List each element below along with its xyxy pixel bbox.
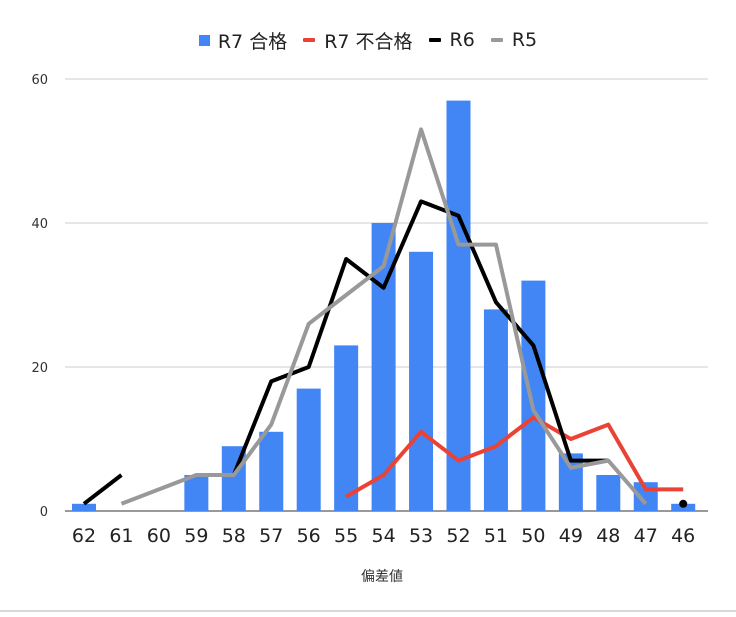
line-segment (82, 473, 123, 506)
x-tick-label: 53 (409, 525, 433, 547)
bar-48 (596, 475, 621, 511)
x-tick-label: 55 (334, 525, 358, 547)
x-tick-label: 57 (259, 525, 283, 547)
x-tick-label: 56 (297, 525, 321, 547)
bar-50 (521, 280, 546, 511)
legend-label-r6: R6 (449, 29, 475, 51)
bar-51 (483, 309, 508, 511)
legend-item-r7-fail[interactable]: R7 不合格 (303, 27, 413, 54)
chart-legend: R7 合格 R7 不合格 R6 R5 (0, 26, 736, 54)
y-tick-label: 20 (31, 361, 48, 376)
x-tick-label: 60 (147, 525, 171, 547)
legend-swatch-r6 (428, 38, 441, 42)
x-tick-label: 51 (484, 525, 508, 547)
legend-label-r7-pass: R7 合格 (217, 30, 288, 53)
y-tick-label: 40 (31, 217, 48, 232)
bar-series-r7-pass (72, 100, 696, 512)
y-tick-label: 0 (40, 505, 48, 520)
bar-56 (296, 388, 321, 511)
line-segment (120, 127, 648, 506)
line-segment (345, 415, 684, 499)
x-tick-label: 58 (222, 525, 246, 547)
x-tick-label: 49 (559, 525, 583, 547)
bottom-divider (0, 610, 736, 612)
bar-52 (446, 100, 471, 511)
x-tick-label: 59 (184, 525, 208, 547)
legend-item-r6[interactable]: R6 (428, 29, 475, 51)
bar-53 (409, 251, 434, 512)
line-segment (231, 199, 609, 476)
bar-62 (72, 503, 96, 511)
x-tick-label: 52 (446, 525, 470, 547)
x-tick-label: 47 (634, 525, 658, 547)
x-tick-label: 48 (596, 525, 620, 547)
x-tick-label: 54 (372, 525, 396, 547)
legend-label-r7-fail: R7 不合格 (324, 30, 413, 53)
x-axis-title: 偏差値 (361, 569, 403, 585)
line-point (679, 499, 688, 508)
legend-swatch-r7-pass (198, 34, 210, 46)
x-tick-label: 46 (671, 525, 695, 547)
line-series-group (82, 127, 688, 508)
x-axis-ticks: 62 61 60 59 58 57 56 55 54 53 52 51 50 49 48 47 46 (72, 525, 695, 547)
x-tick-label: 50 (521, 525, 545, 547)
y-axis-ticks: 0 20 40 60 (31, 73, 48, 520)
bar-49 (558, 453, 583, 511)
legend-swatch-r5 (490, 38, 503, 42)
bar-59 (184, 475, 209, 511)
x-tick-label: 61 (109, 525, 133, 547)
x-tick-label: 62 (72, 525, 96, 547)
bar-57 (259, 431, 284, 511)
line-series-R7-不合格 (345, 415, 684, 499)
line-series-R6 (82, 199, 688, 508)
legend-item-r7-pass[interactable]: R7 合格 (198, 27, 288, 54)
line-series-R5 (120, 127, 648, 506)
legend-item-r5[interactable]: R5 (490, 29, 538, 51)
y-tick-label: 60 (31, 73, 48, 88)
legend-swatch-r7-fail (303, 38, 316, 42)
legend-label-r5: R5 (511, 29, 538, 51)
bar-55 (334, 345, 359, 511)
